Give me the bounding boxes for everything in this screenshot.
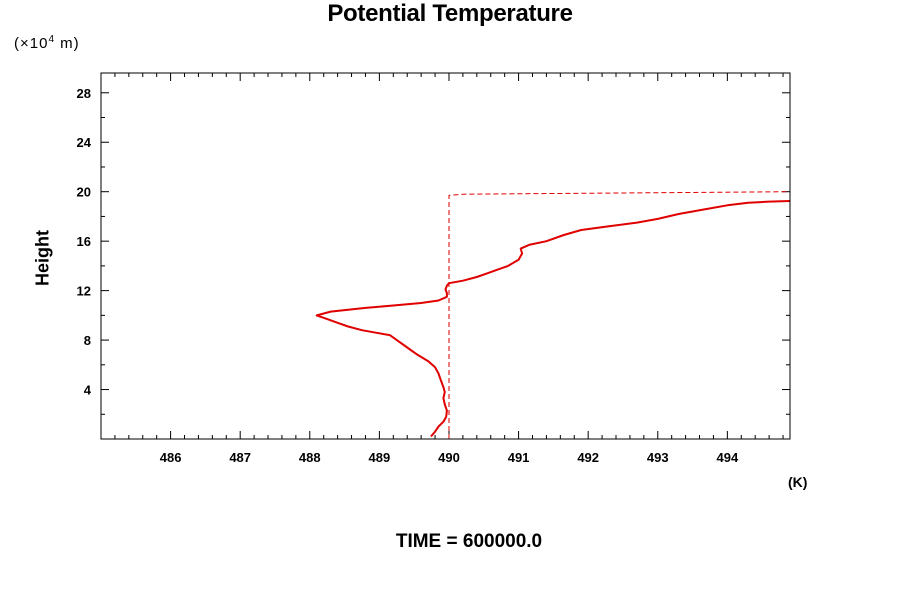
- potential-temperature-line: [315, 200, 791, 438]
- y-tick-label: 28: [77, 86, 91, 101]
- x-tick-label: 489: [369, 450, 391, 465]
- y-tick-label: 16: [77, 234, 91, 249]
- y-tick-label: 20: [77, 185, 91, 200]
- x-axis-unit: (K): [788, 474, 808, 490]
- y-tick-label: 4: [84, 383, 92, 398]
- chart-title: Potential Temperature: [327, 0, 573, 27]
- x-tick-label: 488: [299, 450, 321, 465]
- y-unit-prefix: (×10: [14, 35, 49, 52]
- series-lines: [315, 191, 791, 439]
- x-tick-label: 486: [160, 450, 182, 465]
- tick-labels: 486 487 488 489 490 491 492 493 494 4 8 12 16 20 24 28: [77, 86, 739, 465]
- y-tick-label: 8: [84, 333, 91, 348]
- x-tick-label: 492: [577, 450, 599, 465]
- y-unit-exponent: 4: [48, 34, 56, 45]
- x-tick-label: 493: [647, 450, 669, 465]
- x-tick-label: 490: [438, 450, 460, 465]
- x-tick-label: 491: [508, 450, 530, 465]
- x-tick-label: 487: [229, 450, 251, 465]
- x-tick-label: 494: [717, 450, 739, 465]
- y-tick-label: 24: [77, 135, 92, 150]
- y-tick-label: 12: [77, 284, 91, 299]
- initial-profile-line: [448, 191, 791, 439]
- y-axis-unit: (×104 m): [14, 34, 80, 52]
- axis-ticks: [100, 73, 790, 439]
- time-label: TIME = 600000.0: [395, 531, 543, 552]
- plot-frame: [100, 72, 791, 440]
- y-unit-suffix: m): [55, 35, 80, 52]
